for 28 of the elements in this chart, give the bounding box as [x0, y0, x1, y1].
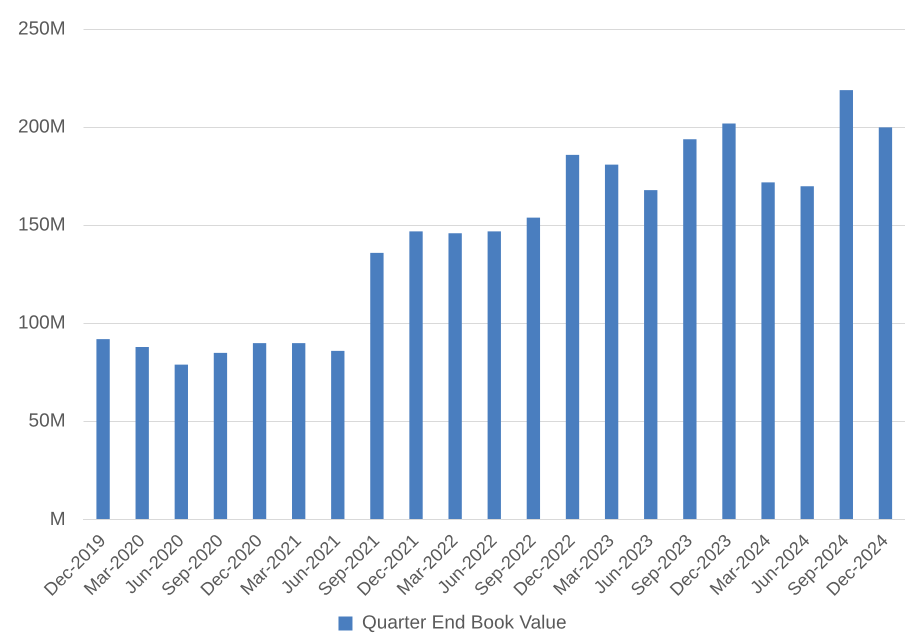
bar — [761, 182, 775, 520]
bar — [878, 127, 892, 520]
bar — [566, 154, 580, 520]
bar — [683, 139, 697, 520]
bar — [722, 124, 736, 520]
y-tick-label: 250M — [18, 18, 66, 40]
bar — [604, 164, 618, 520]
bar — [409, 231, 423, 520]
bar — [800, 186, 814, 520]
bar — [488, 231, 501, 520]
bar — [214, 352, 228, 520]
bar — [644, 190, 658, 520]
y-tick-label: 100M — [18, 312, 66, 334]
bar — [526, 218, 540, 520]
bar — [331, 350, 344, 520]
bar — [252, 343, 266, 520]
bar — [292, 343, 306, 520]
y-tick-label: 50M — [28, 410, 66, 432]
bar — [840, 90, 853, 520]
bar — [370, 252, 384, 520]
bar — [174, 364, 188, 520]
bar — [448, 233, 462, 520]
y-tick-label: 150M — [18, 214, 66, 236]
bar — [96, 339, 110, 520]
y-tick-label: 200M — [18, 116, 66, 138]
bar — [136, 347, 149, 520]
y-tick-label: M — [50, 508, 66, 530]
legend-label: Quarter End Book Value — [362, 612, 567, 634]
